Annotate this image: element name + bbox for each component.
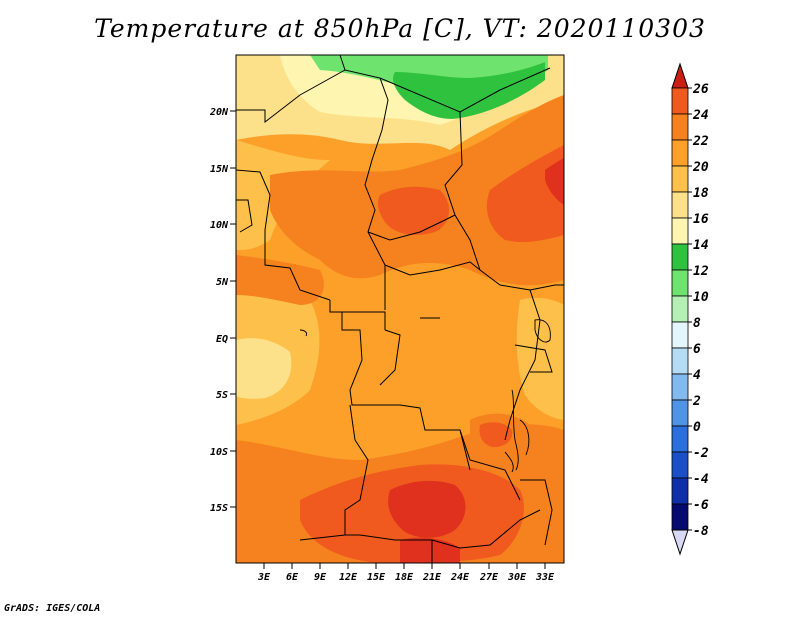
colorbar-swatch [671, 269, 689, 297]
colorbar-swatch [671, 191, 689, 219]
colorbar-swatch [671, 217, 689, 245]
colorbar-swatch [671, 243, 689, 271]
colorbar-swatch [671, 425, 689, 453]
colorbar-label: 12 [693, 264, 709, 279]
colorbar-label: 26 [692, 82, 709, 97]
lon-label: 24E [450, 572, 470, 583]
lon-label: 27E [479, 572, 499, 583]
lon-labels: 3E 6E 9E 12E 15E 18E 21E 24E 27E 30E 33E [257, 572, 555, 583]
field-south-26 [388, 480, 466, 538]
colorbar-label: 2 [692, 394, 701, 409]
field-se-18 [516, 297, 564, 420]
colorbar-swatch [671, 373, 689, 401]
lat-label: EQ [216, 334, 228, 345]
colorbar-swatch [671, 139, 689, 167]
colorbar-label: 22 [692, 134, 709, 149]
lon-label: 30E [507, 572, 527, 583]
colorbar-label: 8 [693, 316, 701, 331]
colorbar-swatch [671, 477, 689, 505]
colorbar-swatch [671, 113, 689, 141]
colorbar-label: -4 [693, 472, 709, 487]
colorbar-label: 16 [693, 212, 709, 227]
lon-label: 18E [395, 572, 414, 583]
lon-label: 21E [422, 572, 442, 583]
colorbar-swatch [671, 347, 689, 375]
lat-label: 20N [209, 107, 229, 118]
country-borders [236, 55, 564, 563]
map-title: Temperature at 850hPa [C], VT: 202011030… [94, 14, 706, 43]
colorbar-swatch [671, 295, 689, 323]
field-east-24b [479, 422, 513, 448]
colorbar-label: 14 [693, 238, 709, 253]
lat-ticks [230, 110, 236, 508]
field-sahel-24 [377, 186, 450, 235]
colorbar-label: 6 [693, 342, 701, 357]
colorbar-swatch [671, 87, 689, 115]
field-coast-16 [236, 338, 292, 399]
colorbar-top-arrow [671, 62, 689, 89]
colorbar-bottom-arrow [671, 529, 689, 556]
colorbar-label: -8 [693, 524, 709, 539]
field-green-12 [393, 62, 545, 119]
colorbar-label: 0 [693, 420, 701, 435]
lat-label: 15N [210, 164, 229, 175]
colorbar-label: 20 [692, 160, 709, 175]
lon-label: 15E [367, 572, 386, 583]
colorbar-label: 18 [693, 186, 709, 201]
lat-label: 15S [210, 503, 228, 514]
colorbar-swatch [671, 503, 689, 531]
lon-label: 9E [314, 572, 327, 583]
field-east-24 [486, 145, 564, 243]
field-gulf-22 [236, 255, 324, 305]
lon-label: 12E [339, 572, 358, 583]
field-east-26 [545, 158, 564, 205]
colorbar-swatch [671, 321, 689, 349]
colorbar-swatch [671, 399, 689, 427]
field-basin-20 [366, 274, 540, 430]
lat-label: 5N [216, 277, 229, 288]
lat-labels: 20N 15N 10N 5N EQ 5S 10S 15S [209, 107, 229, 514]
lat-label: 10S [210, 447, 228, 458]
grads-credit: GrADS: IGES/COLA [4, 603, 101, 614]
colorbar-label: -6 [693, 498, 709, 513]
lon-label: 33E [535, 572, 555, 583]
lat-label: 10N [210, 220, 229, 231]
map-frame [235, 54, 565, 564]
lon-ticks [263, 563, 546, 569]
colorbar-label: 10 [693, 290, 709, 305]
lon-label: 3E [257, 572, 271, 583]
colorbar-label: -2 [693, 446, 709, 461]
colorbar-label: 24 [692, 108, 709, 123]
colorbar-swatch [671, 165, 689, 193]
colorbar-label: 4 [693, 368, 701, 383]
temperature-field [236, 55, 564, 563]
colorbar-swatch [671, 451, 689, 479]
lon-label: 6E [286, 572, 299, 583]
lat-label: 5S [216, 390, 228, 401]
lakes [299, 317, 551, 473]
